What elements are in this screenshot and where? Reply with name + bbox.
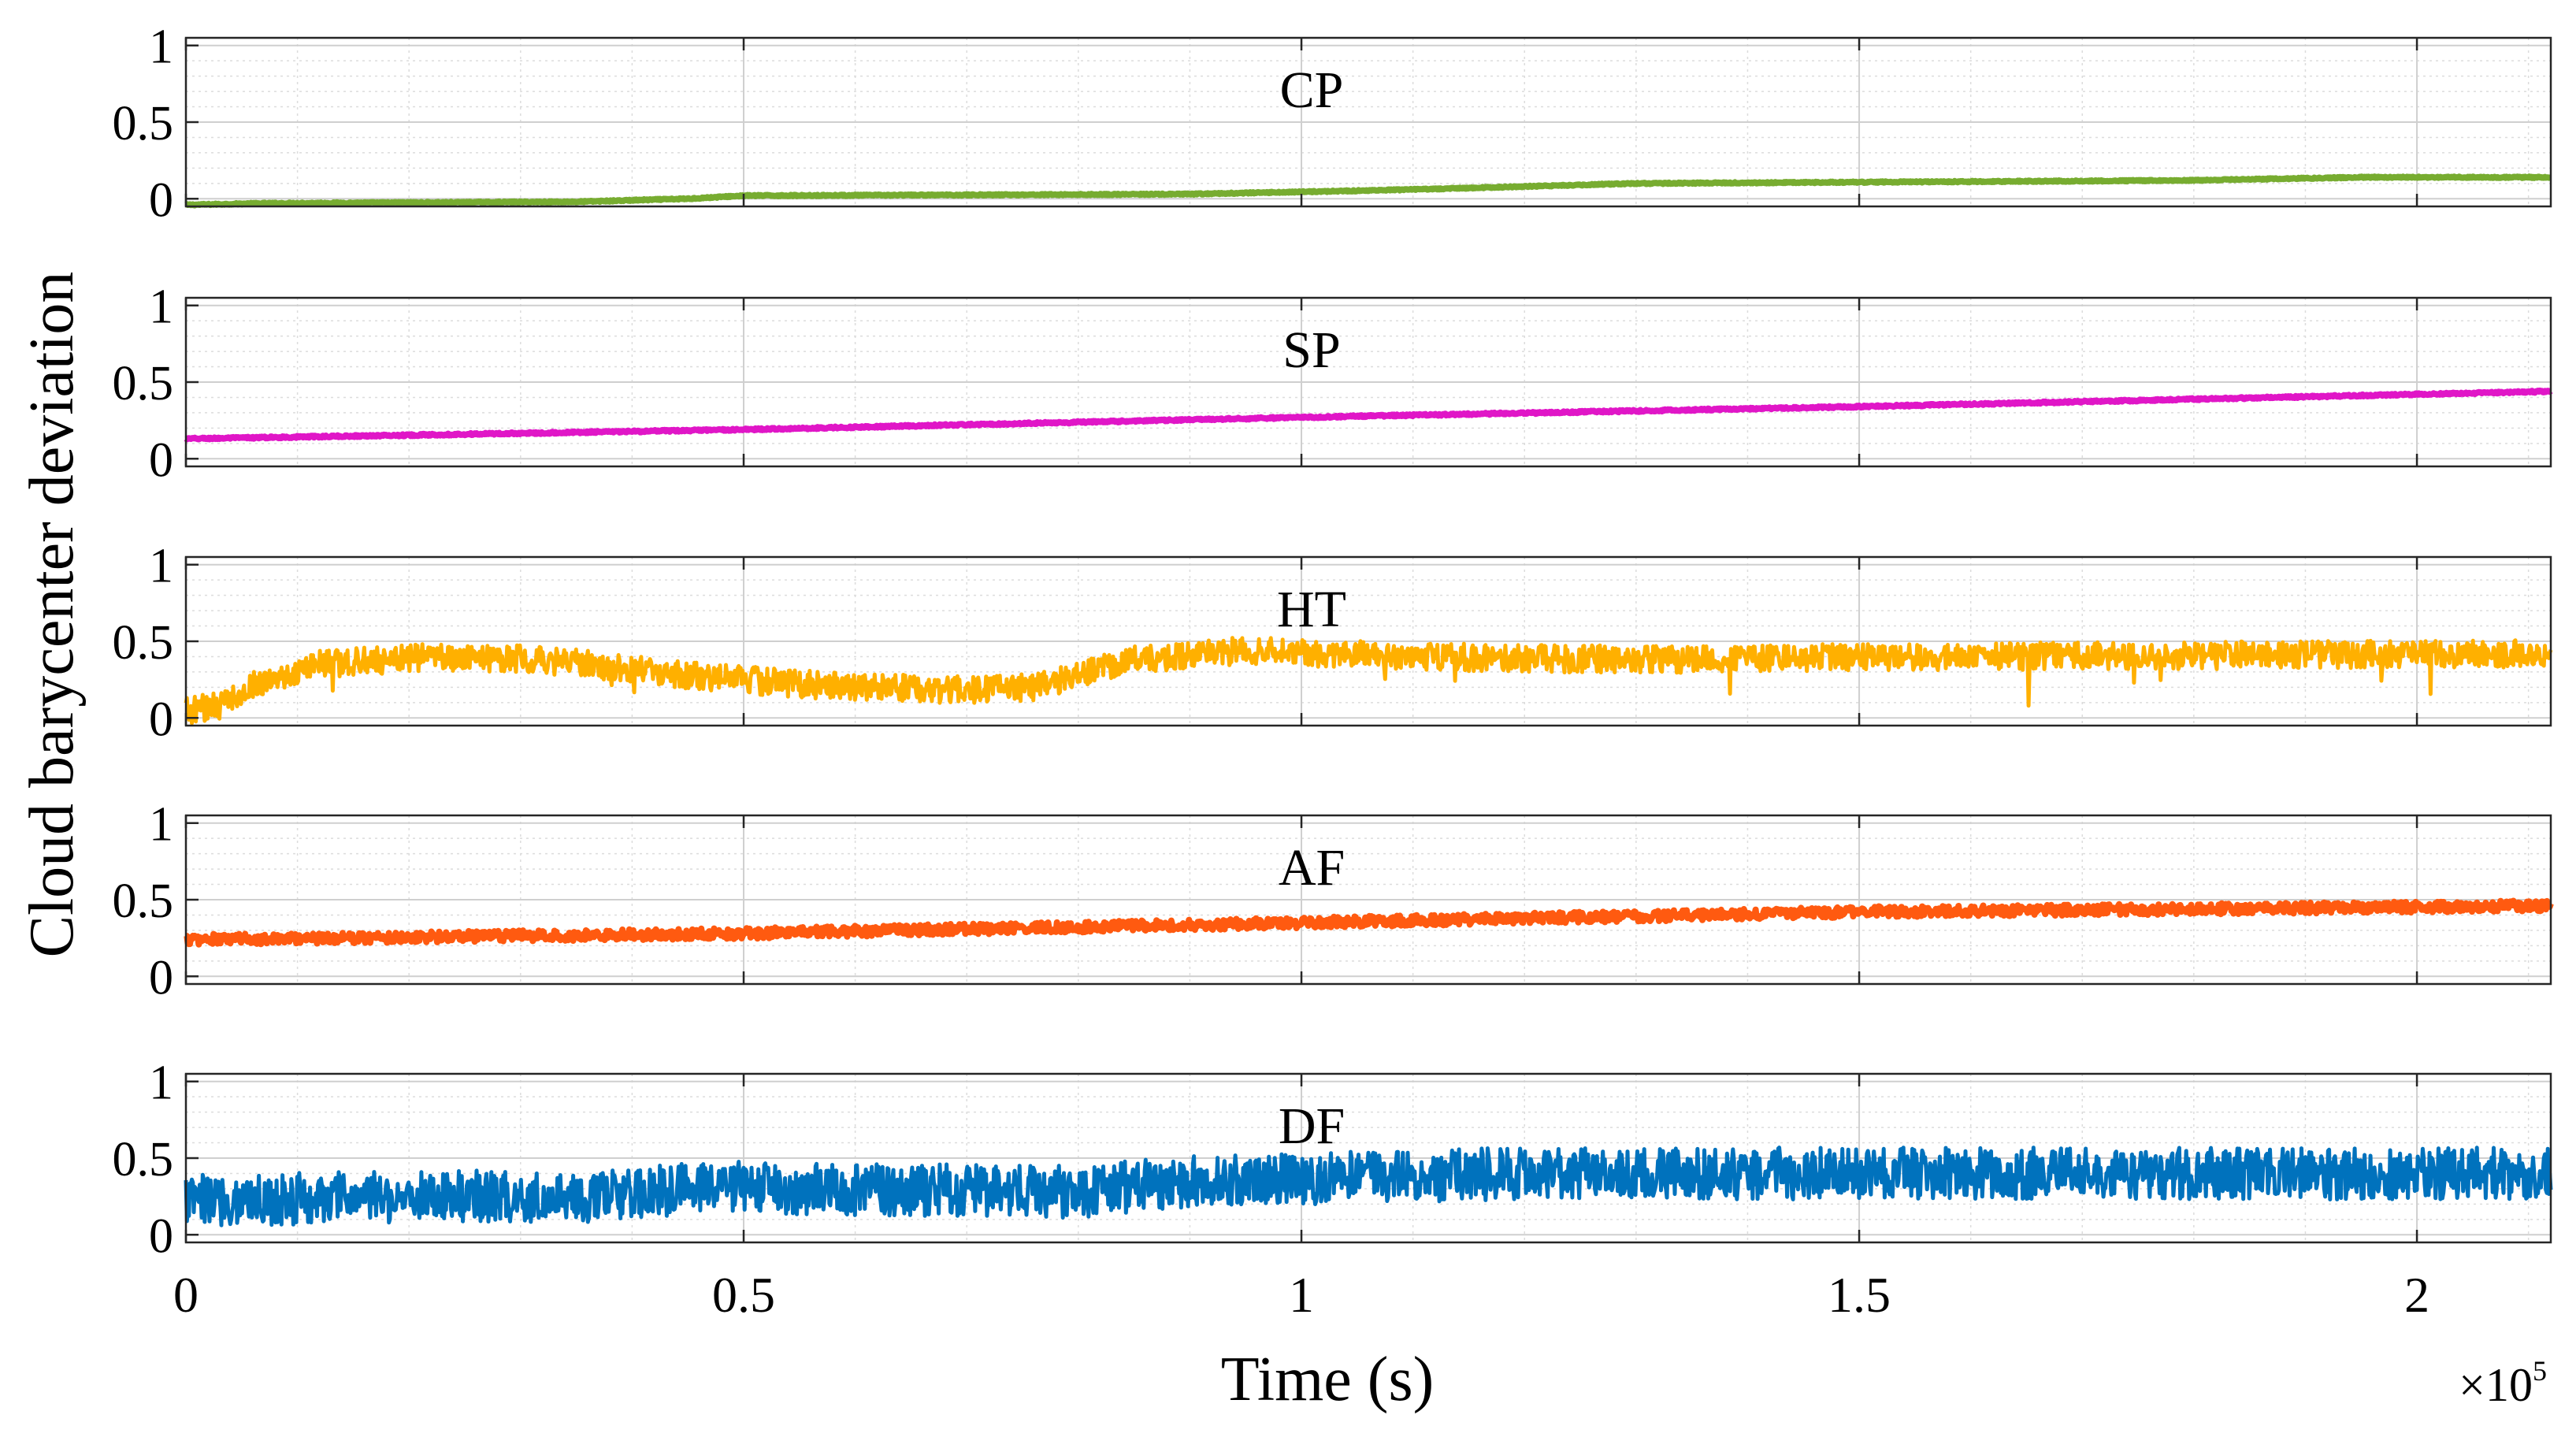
x-tick-label: 0.5 <box>712 1267 775 1323</box>
subplot-sp: 0 0.5 1 SP <box>113 280 2553 487</box>
y-tick-label: 1 <box>149 798 173 852</box>
subplot-ht: 0 0.5 1 HT <box>113 540 2553 746</box>
x-axis-title: Time (s) <box>1221 1345 1434 1414</box>
y-tick-label: 0.5 <box>113 97 174 150</box>
series-line-cp <box>184 173 2553 209</box>
series-line-ht <box>184 636 2553 726</box>
y-tick-label: 0 <box>149 951 173 1004</box>
series-line-af <box>184 897 2554 948</box>
x-tick-label: 2 <box>2404 1267 2429 1323</box>
x-tick-label: 1 <box>1289 1267 1314 1323</box>
x-exponent-base: ×10 <box>2459 1359 2533 1411</box>
panel-label-cp: CP <box>1280 61 1344 119</box>
panels-layer: 0 0.5 1 CP 0 0.5 1 SP 0 0.5 1 HT 0 0.5 1 AF 0 0.5 1 DF <box>113 20 2554 1263</box>
y-axis-title: Cloud barycenter deviation <box>17 272 87 958</box>
y-tick-label: 0.5 <box>113 874 174 928</box>
y-tick-label: 1 <box>149 280 173 334</box>
subplot-af: 0 0.5 1 AF <box>113 798 2554 1004</box>
x-tick-label: 0 <box>173 1267 199 1323</box>
y-tick-label: 0 <box>149 693 173 746</box>
y-tick-label: 0.5 <box>113 1133 174 1186</box>
y-tick-label: 1 <box>149 1056 173 1110</box>
y-tick-label: 0 <box>149 433 173 487</box>
panel-label-af: AF <box>1279 839 1345 897</box>
y-tick-label: 1 <box>149 540 173 593</box>
y-tick-label: 0 <box>149 1209 173 1263</box>
y-tick-label: 0.5 <box>113 357 174 410</box>
series-line-df <box>184 1146 2553 1227</box>
x-tick-label: 1.5 <box>1828 1267 1891 1323</box>
x-axis-exponent-label: ×105 <box>2459 1355 2547 1411</box>
panel-label-sp: SP <box>1282 321 1340 379</box>
y-tick-label: 0.5 <box>113 616 174 670</box>
y-tick-label: 1 <box>149 20 173 74</box>
x-exponent-power: 5 <box>2533 1355 2547 1387</box>
y-tick-label: 0 <box>149 173 173 227</box>
subplot-cp: 0 0.5 1 CP <box>113 20 2553 227</box>
panel-label-df: DF <box>1279 1097 1345 1155</box>
subplot-df: 0 0.5 1 DF <box>113 1056 2553 1263</box>
panel-label-ht: HT <box>1277 581 1346 638</box>
x-axis: 0 0.5 1 1.5 2 <box>173 1267 2429 1323</box>
series-line-sp <box>184 387 2553 443</box>
